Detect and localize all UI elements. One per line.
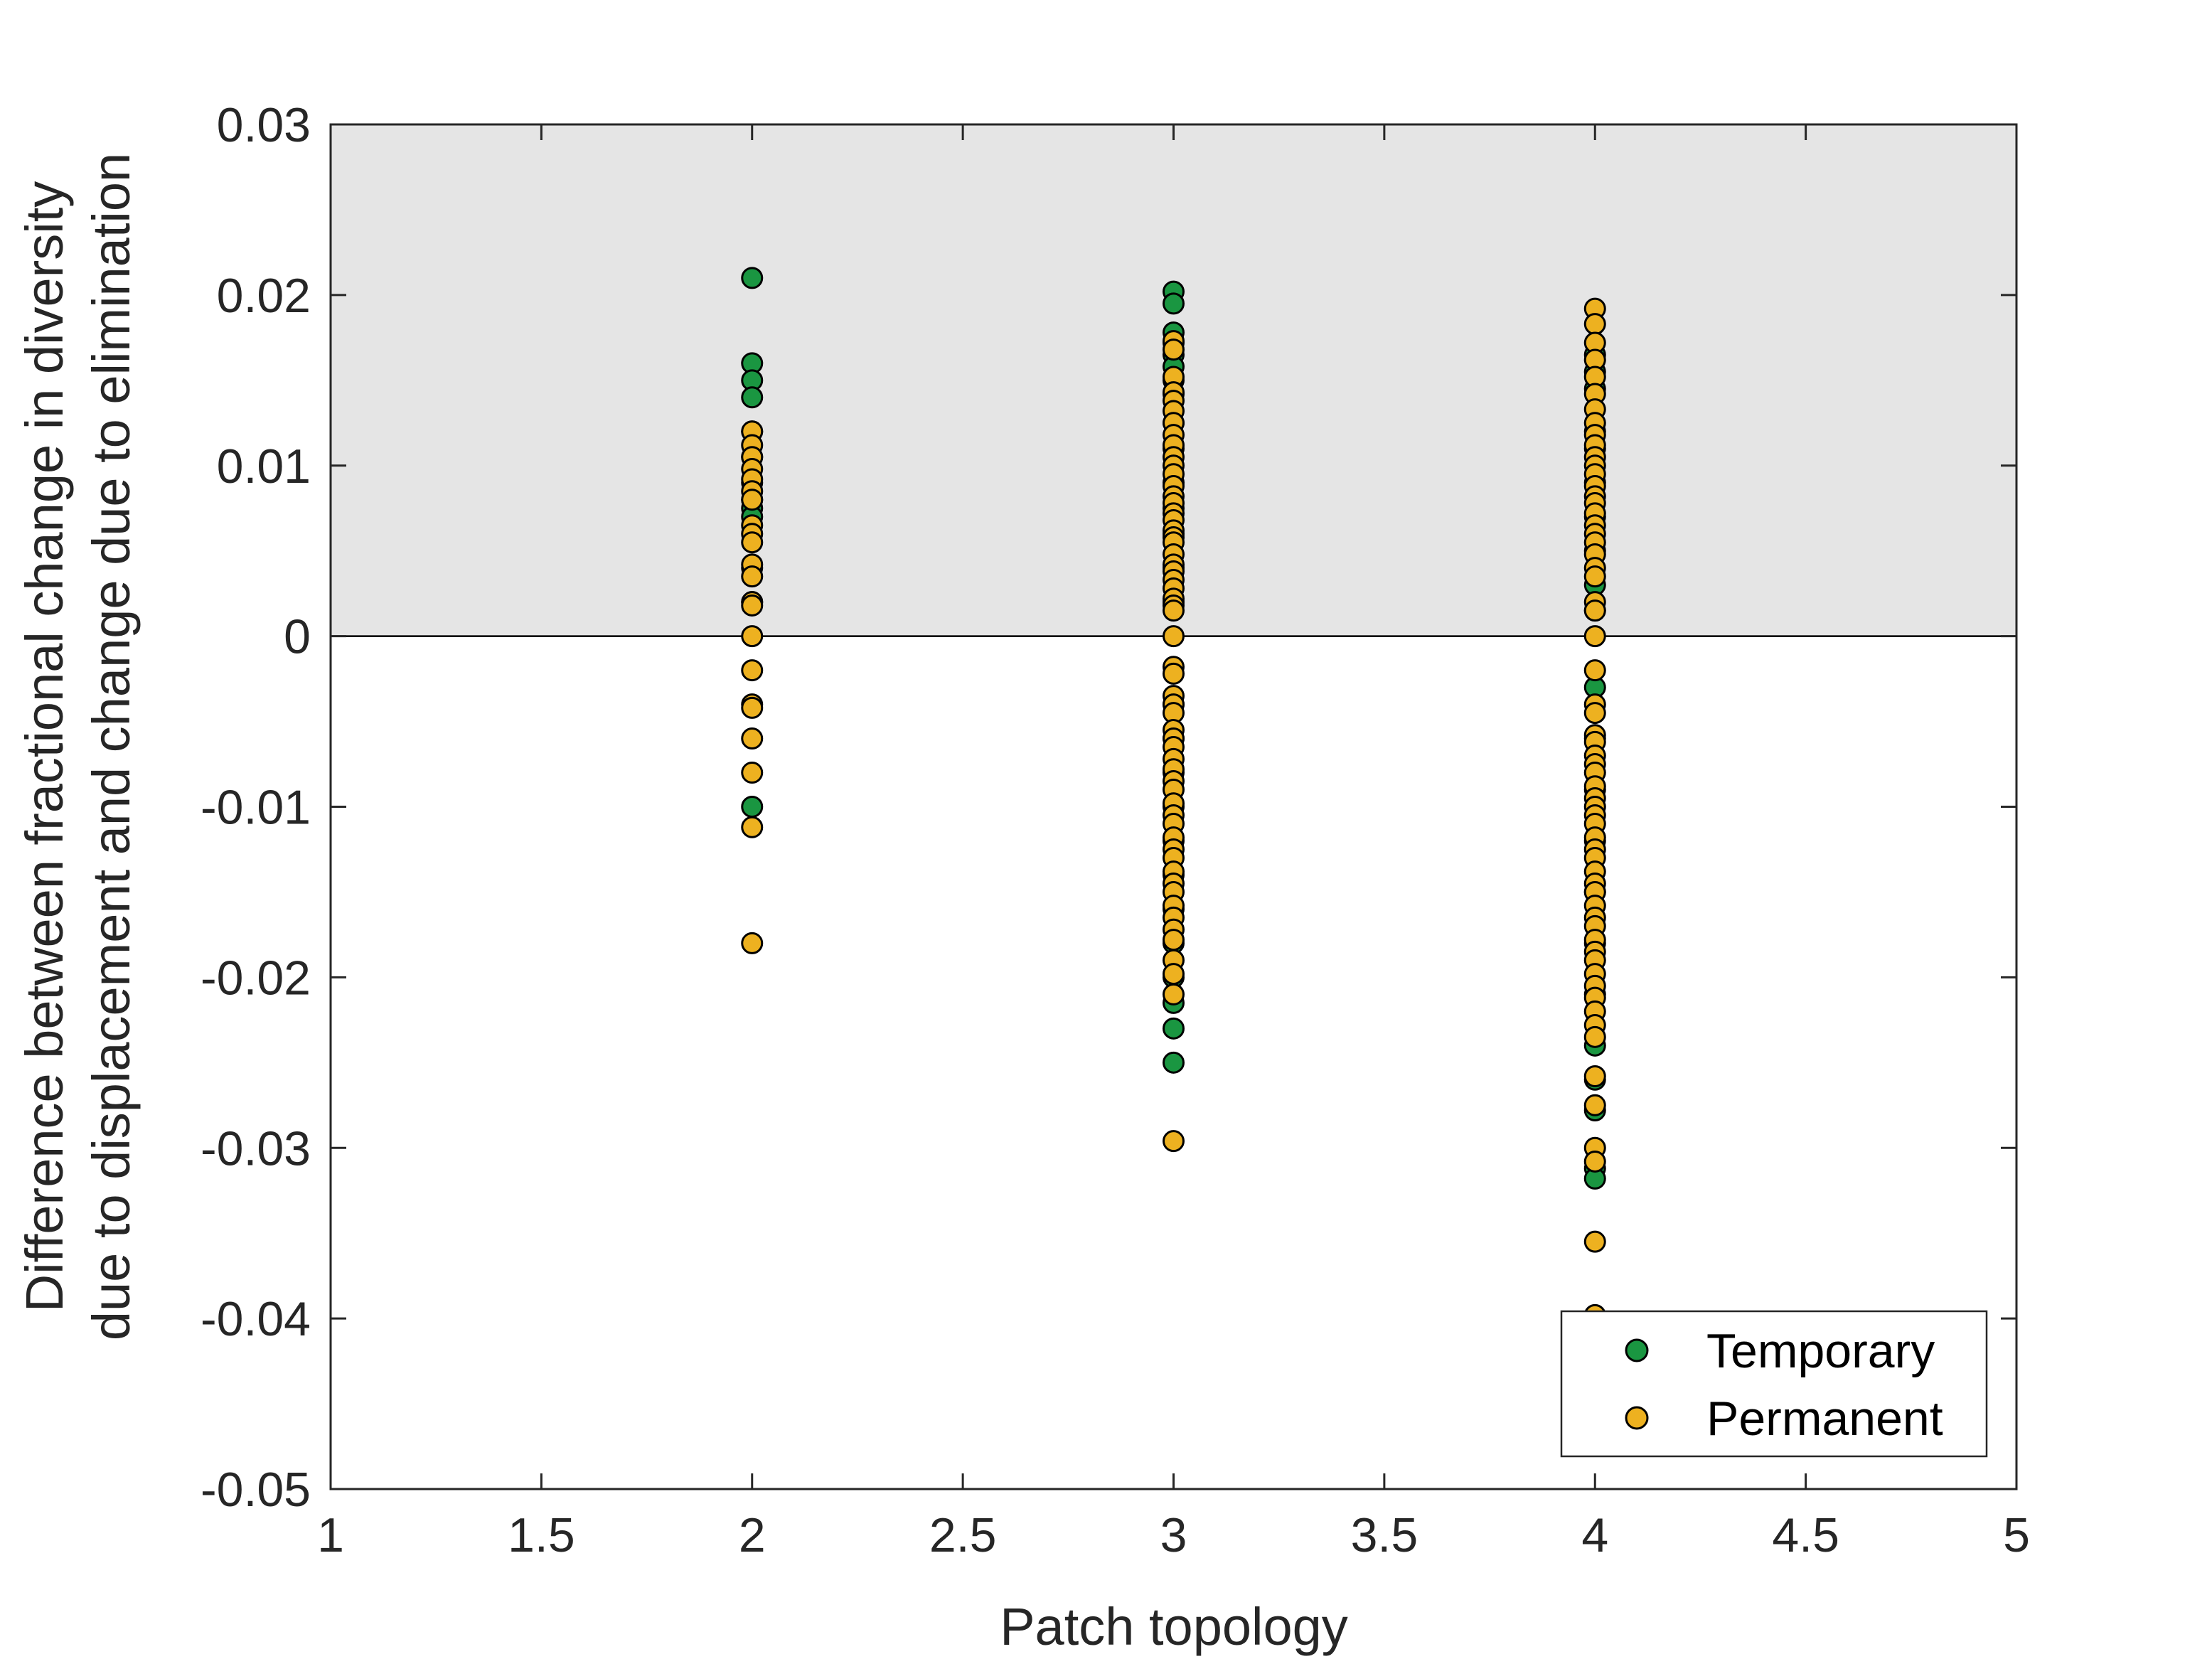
y-tick-label: 0.02 xyxy=(217,269,311,323)
data-point-permanent xyxy=(741,727,764,750)
y-tick-label: 0 xyxy=(284,610,311,664)
x-tick-label: 4 xyxy=(1581,1508,1608,1562)
y-tick-label: -0.05 xyxy=(201,1463,311,1517)
y-axis-label: Difference between fractional change in … xyxy=(15,153,141,1340)
y-axis-label-line-1: Difference between fractional change in … xyxy=(15,181,74,1313)
x-tick-label: 4.5 xyxy=(1772,1508,1839,1562)
y-tick-label: -0.03 xyxy=(201,1121,311,1175)
data-point-temporary xyxy=(1163,292,1185,315)
y-tick-label: 0.03 xyxy=(217,98,311,152)
data-point-permanent xyxy=(1163,983,1185,1005)
data-point-permanent xyxy=(1163,1130,1185,1153)
x-tick-label: 3 xyxy=(1160,1508,1187,1562)
axes-box xyxy=(329,123,2018,1490)
x-axis-label: Patch topology xyxy=(1000,1597,1348,1656)
x-tick-labels: 1 1.5 2 2.5 3 3.5 4 4.5 5 xyxy=(317,1508,2030,1562)
y-tick-label: -0.02 xyxy=(201,951,311,1005)
data-point-permanent xyxy=(1583,1025,1606,1048)
data-point-permanent xyxy=(741,762,764,784)
data-point-temporary xyxy=(741,386,764,409)
legend-marker-temporary xyxy=(1625,1338,1649,1362)
data-point-permanent xyxy=(741,531,764,554)
data-point-temporary xyxy=(741,267,764,289)
series-permanent xyxy=(741,297,1606,1326)
x-tick-label: 2.5 xyxy=(929,1508,997,1562)
data-point-permanent xyxy=(741,565,764,588)
data-point-permanent xyxy=(1583,1230,1606,1253)
legend-marker-permanent xyxy=(1625,1406,1649,1430)
y-tick-label: -0.01 xyxy=(201,781,311,835)
x-tick-label: 5 xyxy=(2003,1508,2030,1562)
y-tick-label: -0.04 xyxy=(201,1292,311,1346)
data-point-permanent xyxy=(741,696,764,719)
data-point-permanent xyxy=(741,594,764,617)
data-point-permanent xyxy=(1583,1150,1606,1173)
x-tick-label: 3.5 xyxy=(1351,1508,1418,1562)
data-point-permanent xyxy=(1583,625,1606,648)
y-axis-label-line-2: due to displacement and change due to el… xyxy=(82,153,141,1340)
legend-label-permanent: Permanent xyxy=(1706,1392,1943,1446)
data-points xyxy=(741,267,1606,1326)
x-tick-label: 1.5 xyxy=(508,1508,575,1562)
data-point-permanent xyxy=(1163,338,1185,361)
data-point-permanent xyxy=(741,816,764,838)
data-point-permanent xyxy=(741,932,764,954)
x-tick-label: 1 xyxy=(317,1508,344,1562)
x-tick-label: 2 xyxy=(739,1508,766,1562)
data-point-permanent xyxy=(1163,662,1185,685)
data-point-permanent xyxy=(1163,599,1185,622)
y-tick-labels: -0.05 -0.04 -0.03 -0.02 -0.01 0 0.01 0.02 0.03 xyxy=(201,98,311,1517)
legend-label-temporary: Temporary xyxy=(1706,1324,1935,1378)
data-point-permanent xyxy=(1583,599,1606,622)
data-point-permanent xyxy=(1583,565,1606,588)
data-point-temporary xyxy=(1163,1051,1185,1074)
data-point-permanent xyxy=(1583,1065,1606,1088)
data-point-permanent xyxy=(1163,625,1185,648)
data-point-permanent xyxy=(1163,929,1185,951)
data-point-permanent xyxy=(741,659,764,682)
data-point-permanent xyxy=(1583,313,1606,336)
data-point-permanent xyxy=(741,489,764,511)
data-point-permanent xyxy=(1163,963,1185,986)
data-point-permanent xyxy=(1583,702,1606,725)
data-point-temporary xyxy=(1163,1017,1185,1040)
legend: Temporary Permanent xyxy=(1560,1310,1988,1458)
data-point-permanent xyxy=(1583,1094,1606,1116)
data-point-permanent xyxy=(1583,659,1606,682)
y-tick-label: 0.01 xyxy=(217,439,311,494)
legend-box xyxy=(1560,1310,1988,1458)
data-point-temporary xyxy=(741,796,764,818)
data-point-permanent xyxy=(741,625,764,648)
